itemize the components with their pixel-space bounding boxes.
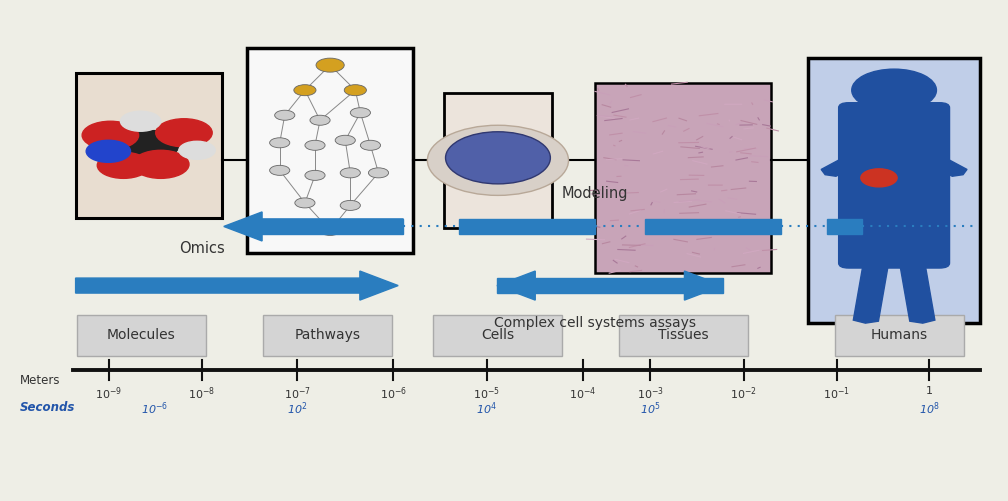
Circle shape xyxy=(295,198,314,208)
Text: 10$^{-9}$: 10$^{-9}$ xyxy=(96,386,122,402)
Bar xyxy=(262,219,403,234)
FancyBboxPatch shape xyxy=(77,315,206,356)
Circle shape xyxy=(275,110,295,120)
FancyBboxPatch shape xyxy=(835,315,964,356)
Circle shape xyxy=(304,140,325,150)
Bar xyxy=(595,83,771,273)
Circle shape xyxy=(97,152,149,178)
Circle shape xyxy=(341,168,361,178)
FancyBboxPatch shape xyxy=(263,315,392,356)
Circle shape xyxy=(335,135,355,145)
Circle shape xyxy=(155,119,212,147)
Text: 1: 1 xyxy=(926,386,932,396)
Circle shape xyxy=(345,85,367,96)
Text: 10$^{4}$: 10$^{4}$ xyxy=(477,401,497,417)
Circle shape xyxy=(304,170,325,180)
Text: Modeling: Modeling xyxy=(561,186,628,201)
FancyBboxPatch shape xyxy=(839,103,950,268)
Circle shape xyxy=(270,138,290,148)
Circle shape xyxy=(120,111,160,131)
Text: 10$^{-6}$: 10$^{-6}$ xyxy=(380,386,406,402)
Circle shape xyxy=(427,125,569,195)
Circle shape xyxy=(179,141,216,159)
Text: Pathways: Pathways xyxy=(294,328,361,342)
Text: 10$^{-4}$: 10$^{-4}$ xyxy=(569,386,597,402)
Text: Cells: Cells xyxy=(482,328,514,342)
FancyArrow shape xyxy=(887,134,967,176)
Circle shape xyxy=(82,121,138,149)
Text: Omics: Omics xyxy=(178,240,225,256)
FancyArrow shape xyxy=(854,263,888,323)
Text: Humans: Humans xyxy=(871,328,927,342)
Circle shape xyxy=(852,69,936,111)
Text: 10$^{-8}$: 10$^{-8}$ xyxy=(188,386,215,402)
Text: Molecules: Molecules xyxy=(107,328,175,342)
FancyArrow shape xyxy=(900,263,934,323)
Circle shape xyxy=(361,140,380,150)
Bar xyxy=(808,58,980,323)
Bar xyxy=(497,278,723,293)
FancyArrow shape xyxy=(684,271,723,300)
Circle shape xyxy=(316,58,345,72)
FancyBboxPatch shape xyxy=(433,315,562,356)
Circle shape xyxy=(86,140,130,162)
Text: Seconds: Seconds xyxy=(20,401,76,414)
Circle shape xyxy=(341,200,361,210)
Circle shape xyxy=(861,169,897,187)
Circle shape xyxy=(310,115,331,125)
Text: Meters: Meters xyxy=(20,374,60,387)
Bar xyxy=(76,73,222,218)
Text: 10$^{-7}$: 10$^{-7}$ xyxy=(284,386,310,402)
FancyArrow shape xyxy=(76,271,398,300)
Circle shape xyxy=(133,150,190,178)
Circle shape xyxy=(118,130,179,160)
FancyArrow shape xyxy=(497,271,535,300)
Bar xyxy=(444,93,552,228)
Circle shape xyxy=(446,132,550,184)
Bar xyxy=(247,48,413,253)
FancyArrow shape xyxy=(822,134,901,176)
Text: Complex cell systems assays: Complex cell systems assays xyxy=(494,316,696,330)
Circle shape xyxy=(351,108,371,118)
Circle shape xyxy=(321,225,341,235)
FancyArrow shape xyxy=(224,212,403,241)
Bar xyxy=(459,219,595,234)
Circle shape xyxy=(369,168,389,178)
Text: 10$^{-3}$: 10$^{-3}$ xyxy=(637,386,663,402)
Text: 10$^{-2}$: 10$^{-2}$ xyxy=(731,386,757,402)
Circle shape xyxy=(294,85,317,96)
FancyBboxPatch shape xyxy=(619,315,748,356)
Circle shape xyxy=(270,165,290,175)
Text: 10$^{-6}$: 10$^{-6}$ xyxy=(141,401,167,417)
Text: Tissues: Tissues xyxy=(658,328,709,342)
Text: 10$^{5}$: 10$^{5}$ xyxy=(640,401,660,417)
Text: 10$^{-5}$: 10$^{-5}$ xyxy=(474,386,500,402)
Text: 10$^{2}$: 10$^{2}$ xyxy=(287,401,307,417)
Text: 10$^{8}$: 10$^{8}$ xyxy=(919,401,939,417)
Text: 10$^{-1}$: 10$^{-1}$ xyxy=(824,386,850,402)
Bar xyxy=(645,219,781,234)
Bar xyxy=(827,219,862,234)
